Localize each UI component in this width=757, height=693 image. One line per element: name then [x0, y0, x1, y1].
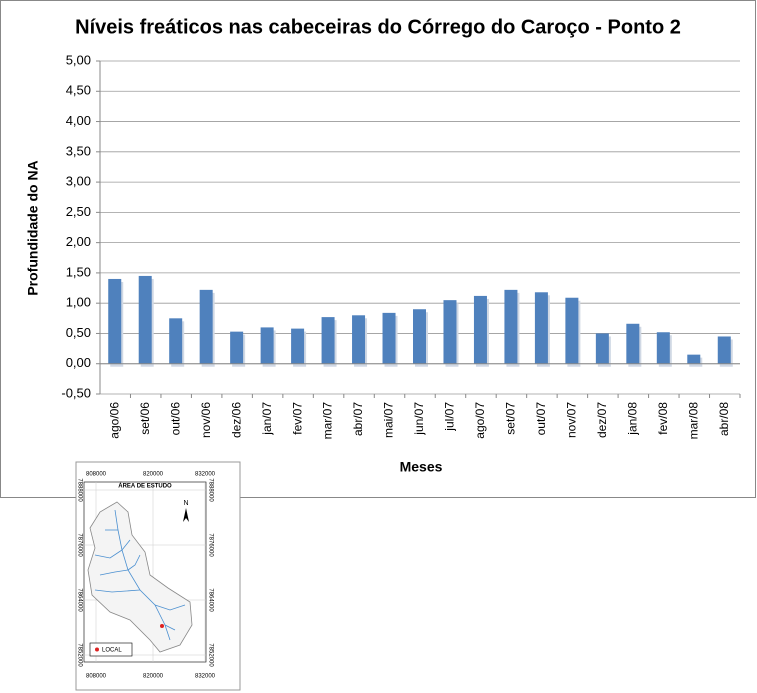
x-tick-label: mar/07: [321, 402, 335, 440]
x-tick-label: mai/07: [382, 402, 396, 438]
x-tick-label: ago/06: [107, 402, 121, 439]
bar: [595, 333, 609, 364]
bar: [382, 312, 396, 364]
y-tick-label: 5,00: [66, 52, 91, 67]
y-tick-label: 4,50: [66, 83, 91, 98]
x-tick-label: set/07: [504, 402, 518, 435]
map-y-label: 7864000: [207, 588, 213, 612]
bar: [656, 332, 670, 364]
bar: [321, 317, 335, 364]
y-tick-label: 0,50: [66, 325, 91, 340]
x-tick-label: nov/07: [565, 402, 579, 438]
chart-title: Níveis freáticos nas cabeceiras do Córre…: [75, 16, 681, 38]
y-tick-label: 1,50: [66, 264, 91, 279]
x-axis-title: Meses: [400, 459, 443, 475]
bar: [169, 318, 183, 364]
bar: [473, 295, 487, 364]
north-label: N: [183, 500, 188, 507]
bar: [534, 292, 548, 364]
rivers: [94, 509, 186, 641]
map-y-label: 7852000: [76, 643, 82, 667]
x-tick-label: set/06: [138, 402, 152, 435]
x-tick-label: fev/07: [290, 402, 304, 435]
bar: [413, 309, 426, 364]
map-y-label: 7876000: [207, 533, 213, 557]
x-tick-label: dez/06: [229, 402, 243, 438]
basin-outline: [87, 501, 193, 653]
legend-point: [95, 647, 99, 652]
x-tick-label: dez/07: [595, 402, 609, 438]
y-tick-label: 1,00: [66, 295, 91, 310]
x-tick-label: jul/07: [443, 402, 457, 432]
x-tick-label: out/07: [534, 402, 548, 436]
y-axis-title: Profundidade do NA: [25, 160, 41, 295]
local-point: [160, 624, 164, 628]
map-y-label: 7864000: [76, 588, 82, 612]
bar: [108, 278, 122, 364]
chart-frame: [0, 0, 756, 498]
y-tick-label: 3,50: [66, 143, 91, 158]
map-x-label: 808000: [86, 674, 107, 680]
map-x-label: 820000: [143, 674, 164, 680]
y-tick-label: -0,50: [61, 385, 91, 400]
bar: [687, 354, 701, 364]
x-tick-label: abr/08: [717, 402, 731, 436]
bar: [352, 315, 366, 364]
bar: [626, 323, 640, 364]
y-tick-label: 4,00: [66, 113, 91, 128]
bar: [443, 300, 457, 364]
x-tick-label: ago/07: [473, 402, 487, 439]
x-tick-label: jan/08: [626, 402, 640, 436]
bar: [138, 275, 152, 364]
map-inset: ÁREA DE ESTUDO N LOCAL 808000 808000 82000…: [75, 461, 241, 691]
bar: [717, 336, 731, 364]
map-x-label: 832000: [195, 674, 216, 680]
y-tick-label: 0,00: [66, 355, 91, 370]
y-tick-label: 2,00: [66, 234, 91, 249]
x-tick-label: nov/06: [199, 402, 213, 438]
legend-label: LOCAL: [102, 648, 122, 654]
map-y-label: 7876000: [76, 533, 82, 557]
x-tick-label: out/06: [168, 402, 182, 436]
map-x-label: 820000: [143, 472, 164, 478]
x-tick-label: mar/08: [686, 402, 700, 440]
map-x-label: 808000: [86, 472, 107, 478]
map-y-label: 7852000: [207, 643, 213, 667]
map-x-label: 832000: [195, 472, 216, 478]
y-tick-label: 3,00: [66, 174, 91, 189]
x-tick-label: abr/07: [351, 402, 365, 436]
bar: [291, 328, 305, 364]
bar: [230, 331, 244, 364]
north-arrow: [183, 508, 189, 522]
plot: -0,50 0,00 0,50 1,00 1,50 2,00 2,50 3,00 3,50 4,0…: [61, 52, 741, 440]
map-y-label: 7888000: [76, 478, 82, 502]
map-legend: [89, 642, 133, 657]
map-y-label: 7888000: [207, 478, 213, 502]
x-tick-label: fev/08: [656, 402, 670, 435]
map-title: ÁREA DE ESTUDO: [118, 483, 172, 490]
x-tick-label: jun/07: [412, 402, 426, 436]
y-tick-label: 2,50: [66, 204, 91, 219]
bar: [565, 297, 579, 364]
bar: [504, 289, 518, 364]
bar: [260, 327, 274, 364]
bar: [199, 289, 213, 364]
x-tick-label: jan/07: [260, 402, 274, 436]
